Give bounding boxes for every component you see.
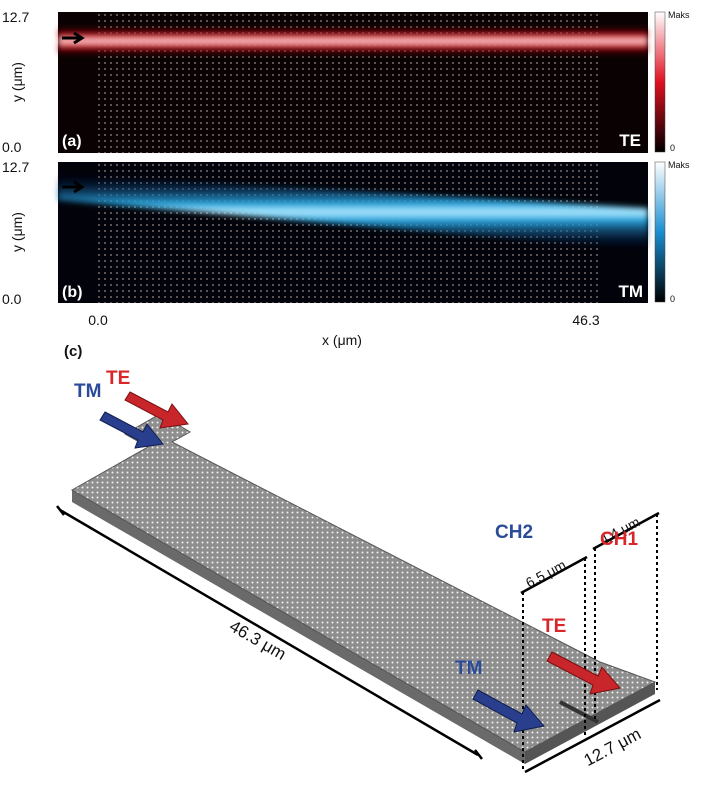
colorbar	[655, 162, 665, 302]
x-tick: 46.3	[572, 312, 599, 328]
y-axis-label: y (μm)	[9, 212, 25, 252]
channel-name: CH1	[600, 529, 638, 550]
colorbar	[655, 12, 665, 152]
colorbar-max: Maks	[668, 160, 690, 170]
panel-label: (c)	[64, 343, 82, 360]
colorbar-min: 0	[670, 143, 675, 153]
panel-label: (a)	[62, 133, 82, 150]
mode-label: TM	[618, 282, 643, 301]
mode-label: TE	[619, 131, 641, 150]
figure: (a) TE 12.7 0.0 y (μm) Maks 0 (b) TM 12.…	[0, 0, 702, 786]
panel-b: (b) TM 12.7 0.0 y (μm) Maks 0	[2, 159, 690, 307]
width-label: 12.7 μm	[581, 724, 644, 770]
y-tick: 12.7	[2, 159, 29, 175]
x-tick: 0.0	[88, 312, 108, 328]
panel-c: (c) 46.3 μm 12.7 μm 6.5 μm 4.4 μm CH1 CH…	[57, 343, 660, 772]
colorbar-min: 0	[670, 294, 675, 304]
y-tick: 0.0	[2, 291, 22, 307]
panel-a: (a) TE 12.7 0.0 y (μm) Maks 0	[2, 9, 690, 155]
slab-top	[72, 414, 655, 752]
colorbar-max: Maks	[668, 10, 690, 20]
output-label: TM	[455, 658, 482, 679]
input-label: TE	[106, 368, 130, 389]
y-axis-label: y (μm)	[9, 62, 25, 102]
beam	[58, 26, 648, 56]
y-tick: 0.0	[2, 139, 22, 155]
channel-name: CH2	[495, 522, 533, 543]
x-axis-label: x (μm)	[322, 332, 362, 348]
input-label: TM	[74, 381, 101, 402]
channel-width: 6.5 μm	[523, 556, 569, 590]
output-label: TE	[542, 616, 566, 637]
panel-label: (b)	[62, 284, 82, 301]
y-tick: 12.7	[2, 9, 29, 25]
